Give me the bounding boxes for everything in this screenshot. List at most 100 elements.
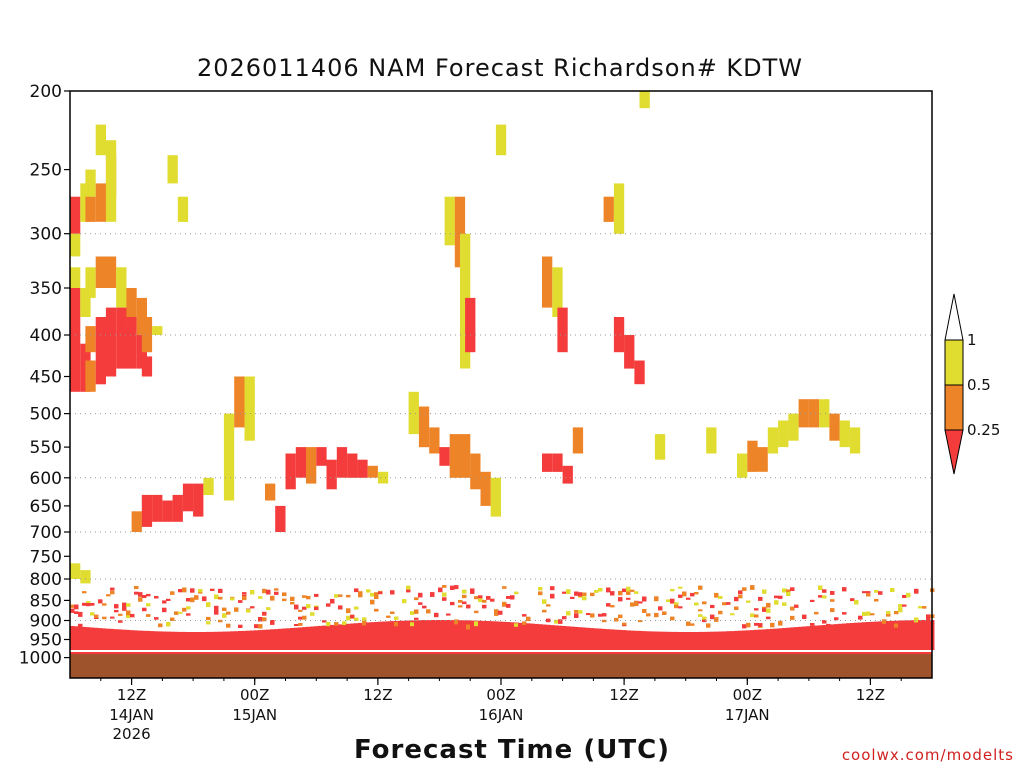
boundary-streak xyxy=(170,617,175,621)
boundary-red-band xyxy=(274,629,279,650)
boundary-red-band xyxy=(746,630,751,650)
boundary-red-band xyxy=(866,622,871,650)
richardson-cell xyxy=(377,471,389,484)
boundary-red-band xyxy=(142,630,147,650)
boundary-red-band xyxy=(698,631,703,650)
boundary-streak xyxy=(222,613,227,618)
richardson-cell xyxy=(116,267,127,308)
chart-title: 2026011406 NAM Forecast Richardson# KDTW xyxy=(197,54,803,82)
boundary-streak xyxy=(326,603,331,607)
boundary-streak xyxy=(618,597,623,602)
boundary-streak xyxy=(766,602,771,608)
boundary-streak xyxy=(482,604,487,609)
boundary-streak xyxy=(598,613,603,617)
boundary-streak xyxy=(642,609,647,613)
boundary-streak xyxy=(686,621,691,626)
boundary-streak xyxy=(110,616,115,619)
boundary-streak xyxy=(298,623,303,626)
boundary-red-band xyxy=(110,628,115,650)
boundary-red-band xyxy=(682,632,687,650)
x-tick-label: 12Z xyxy=(609,686,638,704)
boundary-streak xyxy=(574,591,579,596)
boundary-streak xyxy=(550,593,555,599)
boundary-streak xyxy=(290,601,295,605)
boundary-red-band xyxy=(798,626,803,650)
boundary-streak xyxy=(334,622,339,626)
boundary-streak xyxy=(550,586,555,591)
boundary-streak xyxy=(542,599,547,604)
boundary-streak xyxy=(194,595,199,600)
x-tick-date: 14JAN xyxy=(109,706,154,724)
boundary-red-band xyxy=(766,629,771,650)
boundary-streak xyxy=(762,606,767,610)
boundary-red-band xyxy=(170,631,175,650)
boundary-streak xyxy=(302,615,307,620)
boundary-streak xyxy=(186,613,191,616)
boundary-streak xyxy=(374,592,379,596)
boundary-streak xyxy=(738,590,743,595)
boundary-streak xyxy=(754,614,759,618)
boundary-red-band xyxy=(390,621,395,650)
boundary-streak xyxy=(302,606,307,610)
boundary-red-band xyxy=(762,629,767,650)
boundary-red-band xyxy=(446,620,451,650)
richardson-cell xyxy=(131,511,142,532)
boundary-streak xyxy=(926,614,931,619)
boundary-streak xyxy=(466,624,471,630)
boundary-red-band xyxy=(138,630,143,650)
boundary-red-band xyxy=(710,631,715,650)
richardson-cell xyxy=(367,465,378,478)
boundary-streak xyxy=(358,594,363,598)
boundary-streak xyxy=(94,614,99,618)
boundary-red-band xyxy=(330,624,335,650)
surface-line xyxy=(70,650,932,652)
boundary-red-band xyxy=(418,620,423,650)
boundary-streak xyxy=(354,606,359,610)
boundary-streak xyxy=(914,588,919,594)
boundary-streak xyxy=(350,614,355,619)
boundary-red-band xyxy=(770,628,775,650)
boundary-red-band xyxy=(122,629,127,650)
boundary-streak xyxy=(118,620,123,623)
boundary-streak xyxy=(138,592,143,597)
richardson-cell xyxy=(306,447,317,484)
boundary-streak xyxy=(830,608,835,613)
boundary-red-band xyxy=(314,626,319,650)
boundary-streak xyxy=(646,613,651,617)
boundary-red-band xyxy=(562,626,567,650)
boundary-streak xyxy=(682,591,687,597)
boundary-red-band xyxy=(750,630,755,650)
boundary-streak xyxy=(498,610,503,615)
boundary-streak xyxy=(458,600,463,603)
boundary-streak xyxy=(642,596,647,602)
boundary-streak xyxy=(154,617,159,620)
boundary-red-band xyxy=(570,626,575,650)
boundary-red-band xyxy=(626,630,631,650)
boundary-streak xyxy=(918,606,923,609)
boundary-streak xyxy=(822,620,827,624)
richardson-cell xyxy=(105,140,117,222)
boundary-red-band xyxy=(326,625,331,650)
boundary-streak xyxy=(546,618,551,623)
boundary-red-band xyxy=(614,629,619,650)
boundary-streak xyxy=(746,600,751,603)
boundary-streak xyxy=(626,597,631,600)
boundary-streak xyxy=(826,623,831,627)
boundary-red-band xyxy=(146,630,151,650)
boundary-streak xyxy=(258,617,263,622)
boundary-streak xyxy=(766,616,771,620)
richardson-cell xyxy=(203,477,214,495)
richardson-cell xyxy=(70,233,81,257)
boundary-streak xyxy=(186,598,191,602)
boundary-streak xyxy=(178,589,183,593)
boundary-red-band xyxy=(186,632,191,650)
boundary-red-band xyxy=(430,620,435,650)
richardson-cell xyxy=(105,307,117,377)
richardson-cell xyxy=(316,447,327,466)
boundary-streak xyxy=(206,621,211,625)
boundary-streak xyxy=(242,594,247,598)
legend-swatch-orange xyxy=(944,384,964,431)
boundary-red-band xyxy=(230,631,235,650)
richardson-cell xyxy=(829,413,840,441)
boundary-streak xyxy=(718,610,723,615)
